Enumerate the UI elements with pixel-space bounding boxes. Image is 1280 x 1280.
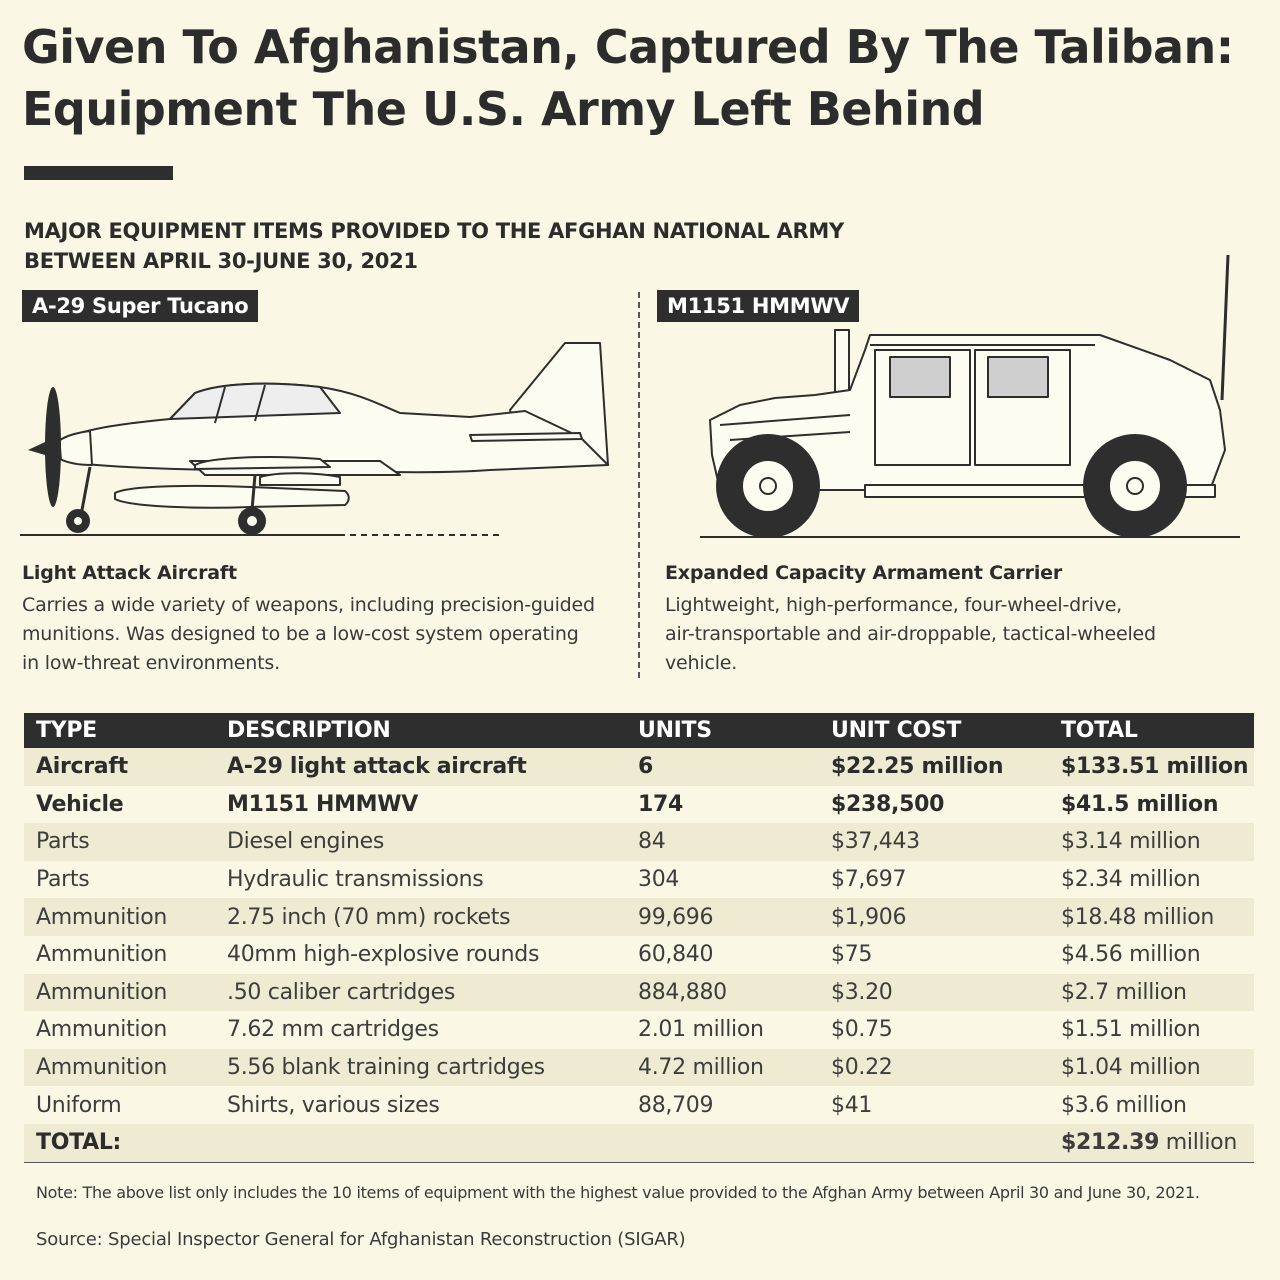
subheading-line-1: MAJOR EQUIPMENT ITEMS PROVIDED TO THE AF… (24, 219, 844, 243)
cell-total: $3.14 million (1049, 823, 1254, 861)
vehicle-desc-line: vehicle. (665, 652, 738, 674)
cell-unit-cost: $238,500 (831, 791, 945, 817)
vehicle-title: Expanded Capacity Armament Carrier (665, 562, 1063, 584)
cell-unit-cost: $75 (831, 942, 873, 968)
aircraft-desc-line: Carries a wide variety of weapons, inclu… (22, 594, 595, 616)
cell-unit-cost: $41 (831, 1092, 873, 1118)
cell-type: Ammunition (24, 973, 215, 1012)
table-row: Aircraft A-29 light attack aircraft 6 $2… (24, 748, 1254, 786)
total-unit: million (1159, 1130, 1238, 1156)
footnote: Note: The above list only includes the 1… (36, 1183, 1200, 1202)
cell-unit-cost: $37,443 (819, 823, 1049, 861)
cell-total: $2.7 million (1049, 973, 1254, 1012)
page-title: Given To Afghanistan, Captured By The Ta… (22, 16, 1262, 140)
cell-description: Hydraulic transmissions (227, 867, 484, 893)
cell-units: 99,696 (626, 898, 819, 936)
cell-type: Ammunition (24, 1048, 215, 1087)
cell-total: $4.56 million (1061, 942, 1201, 968)
cell-units: 84 (626, 823, 819, 861)
table-row: Vehicle M1151 HMMWV 174 $238,500 $41.5 m… (24, 786, 1254, 824)
table-row: Uniform Shirts, various sizes 88,709 $41… (24, 1086, 1254, 1124)
table-total-row: TOTAL: $212.39 million (24, 1123, 1254, 1163)
cell-units: 304 (638, 867, 680, 893)
table-row: Ammunition 5.56 blank training cartridge… (24, 1048, 1254, 1087)
cell-description: .50 caliber cartridges (215, 973, 626, 1012)
aircraft-desc-line: munitions. Was designed to be a low-cost… (22, 623, 579, 645)
cell-type: Aircraft (24, 748, 215, 786)
title-line-1: Given To Afghanistan, Captured By The Ta… (22, 20, 1234, 74)
cell-type: Parts (36, 867, 90, 893)
header-type: TYPE (24, 713, 215, 748)
cell-unit-cost: $3.20 (819, 973, 1049, 1012)
subheading: MAJOR EQUIPMENT ITEMS PROVIDED TO THE AF… (24, 216, 844, 276)
cell-unit-cost: $7,697 (831, 867, 907, 893)
vehicle-description: Lightweight, high-performance, four-whee… (665, 591, 1156, 678)
cell-unit-cost: $0.22 (819, 1048, 1049, 1087)
table-row: Ammunition 40mm high-explosive rounds 60… (24, 936, 1254, 974)
table-row: Ammunition 7.62 mm cartridges 2.01 milli… (24, 1011, 1254, 1049)
cell-description: 5.56 blank training cartridges (215, 1048, 626, 1087)
cell-total: $18.48 million (1049, 898, 1254, 936)
title-rule (24, 166, 173, 180)
table-row: Ammunition .50 caliber cartridges 884,88… (24, 973, 1254, 1012)
cell-units: 6 (626, 748, 819, 786)
title-line-2: Equipment The U.S. Army Left Behind (22, 82, 985, 136)
aircraft-title: Light Attack Aircraft (22, 562, 237, 584)
subheading-line-2: BETWEEN APRIL 30-JUNE 30, 2021 (24, 249, 418, 273)
cell-unit-cost: $22.25 million (819, 748, 1049, 786)
humvee-illustration-icon (700, 254, 1240, 538)
cell-type: Parts (24, 823, 215, 861)
cell-description: Shirts, various sizes (227, 1092, 440, 1118)
cell-units: 4.72 million (626, 1048, 819, 1087)
aircraft-illustration-icon (20, 342, 609, 536)
cell-total: $133.51 million (1049, 748, 1254, 786)
aircraft-desc-line: in low-threat environments. (22, 652, 280, 674)
cell-units: 2.01 million (638, 1017, 764, 1043)
vehicle-label: M1151 HMMWV (657, 290, 860, 322)
header-description: DESCRIPTION (215, 713, 626, 748)
aircraft-description: Carries a wide variety of weapons, inclu… (22, 591, 595, 678)
panel-divider (638, 292, 640, 678)
cell-total: $1.51 million (1061, 1017, 1201, 1043)
cell-description: A-29 light attack aircraft (215, 748, 626, 786)
cell-type: Ammunition (36, 1017, 168, 1043)
equipment-table: TYPE DESCRIPTION UNITS UNIT COST TOTAL A… (24, 713, 1254, 1163)
header-units: UNITS (626, 713, 819, 748)
cell-type: Uniform (36, 1092, 122, 1118)
aircraft-label: A-29 Super Tucano (22, 290, 259, 322)
cell-description: 40mm high-explosive rounds (227, 942, 540, 968)
cell-unit-cost: $0.75 (831, 1017, 893, 1043)
cell-units: 88,709 (638, 1092, 714, 1118)
cell-total: $41.5 million (1061, 791, 1219, 817)
table-header-row: TYPE DESCRIPTION UNITS UNIT COST TOTAL (24, 713, 1254, 748)
table-row: Parts Diesel engines 84 $37,443 $3.14 mi… (24, 823, 1254, 861)
cell-units: 60,840 (638, 942, 714, 968)
cell-description: M1151 HMMWV (227, 791, 418, 817)
table-row: Parts Hydraulic transmissions 304 $7,697… (24, 861, 1254, 899)
total-value: $212.39 (1061, 1130, 1160, 1156)
header-total: TOTAL (1049, 713, 1254, 748)
vehicle-desc-line: Lightweight, high-performance, four-whee… (665, 594, 1123, 616)
cell-unit-cost: $1,906 (819, 898, 1049, 936)
total-value-cell: $212.39 million (1049, 1123, 1254, 1163)
cell-units: 884,880 (626, 973, 819, 1012)
cell-type: Ammunition (36, 942, 168, 968)
cell-type: Ammunition (24, 898, 215, 936)
cell-units: 174 (638, 791, 684, 817)
cell-total: $1.04 million (1049, 1048, 1254, 1087)
cell-description: Diesel engines (215, 823, 626, 861)
cell-description: 7.62 mm cartridges (227, 1017, 439, 1043)
cell-description: 2.75 inch (70 mm) rockets (215, 898, 626, 936)
total-label: TOTAL: (24, 1123, 215, 1163)
cell-total: $2.34 million (1061, 867, 1201, 893)
cell-total: $3.6 million (1061, 1092, 1187, 1118)
table-row: Ammunition 2.75 inch (70 mm) rockets 99,… (24, 898, 1254, 936)
source-text: Source: Special Inspector General for Af… (36, 1229, 686, 1250)
vehicle-desc-line: air-transportable and air-droppable, tac… (665, 623, 1156, 645)
header-unit-cost: UNIT COST (819, 713, 1049, 748)
cell-type: Vehicle (36, 791, 124, 817)
